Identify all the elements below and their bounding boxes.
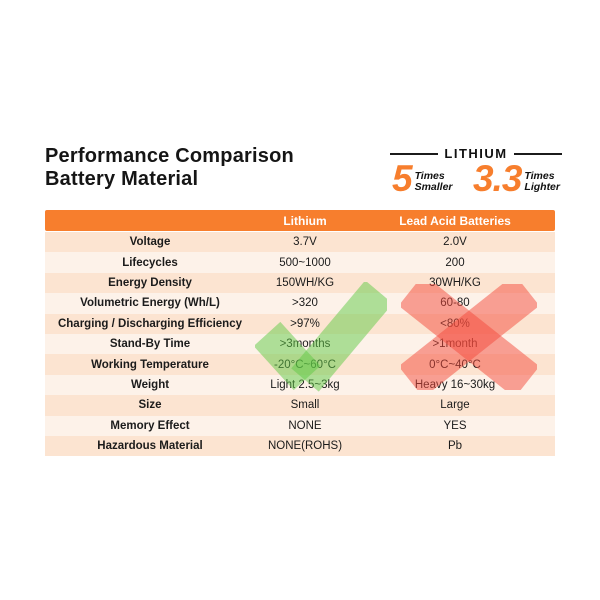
stat-value: 5 <box>392 158 413 199</box>
stat-unit: Times Lighter <box>524 170 560 193</box>
stat-value: 3.3 <box>472 158 522 199</box>
stat-times-lighter: 3.3 Times Lighter <box>472 158 560 199</box>
heading-rule-right <box>513 152 562 155</box>
label: Stand-By Time <box>109 338 191 351</box>
lithium-value: Light 2.5~3kg <box>270 378 340 391</box>
label: Memory Effect <box>110 419 190 432</box>
lead-acid-value: 0°C~40°C <box>429 358 481 371</box>
lead-acid-value: 200 <box>445 256 465 269</box>
table-row: Voltage 3.7V 2.0V <box>45 232 555 253</box>
table-row: Memory Effect NONE YES <box>45 415 555 436</box>
header-cell-lead-acid: Lead Acid Batteries <box>399 213 511 228</box>
lead-acid-value: Large <box>440 399 470 412</box>
stat-unit: Times Smaller <box>414 170 453 193</box>
lithium-value: 3.7V <box>293 236 317 249</box>
table-row: Volumetric Energy (Wh/L) >320 60-80 <box>45 293 555 314</box>
lithium-value: Small <box>290 399 320 412</box>
table-row: Lifecycles 500~1000 200 <box>45 252 555 273</box>
header-cell-lithium: Lithium <box>283 213 327 228</box>
lithium-value: 150WH/KG <box>275 276 335 289</box>
page-title: Performance Comparison Battery Material <box>45 145 294 191</box>
table-row: Energy Density 150WH/KG 30WH/KG <box>45 272 555 294</box>
comparison-table: Lithium Lead Acid Batteries Voltage 3.7V 2… <box>45 210 555 457</box>
lead-acid-value: Heavy 16~30kg <box>414 378 496 391</box>
label: Charging / Discharging Efficiency <box>57 317 243 330</box>
table-row: Charging / Discharging Efficiency >97% <80… <box>45 313 555 334</box>
lithium-badge: LITHIUM 5 Times Smaller 3.3 Times Lighte… <box>390 146 562 199</box>
lead-acid-value: >1month <box>432 338 478 351</box>
lithium-badge-heading: LITHIUM <box>390 146 562 161</box>
table-row: Hazardous Material NONE(ROHS) Pb <box>45 435 555 457</box>
label: Voltage <box>129 236 171 249</box>
lithium-badge-label: LITHIUM <box>444 146 508 161</box>
table-row: Stand-By Time >3months >1month <box>45 333 555 355</box>
stat-times-smaller: 5 Times Smaller <box>392 158 453 199</box>
lithium-value: NONE <box>288 419 322 432</box>
lithium-value: >97% <box>290 317 320 330</box>
heading-rule-left <box>390 152 439 155</box>
table-header-row: Lithium Lead Acid Batteries <box>45 210 555 231</box>
label: Size <box>138 399 162 412</box>
label: Lifecycles <box>122 256 178 269</box>
label: Energy Density <box>108 276 192 289</box>
label: Working Temperature <box>91 358 209 371</box>
lead-acid-value: YES <box>443 419 467 432</box>
lithium-value: >3months <box>279 338 331 351</box>
page-title-line2: Battery Material <box>45 168 199 190</box>
table-row: Size Small Large <box>45 395 555 416</box>
lead-acid-value: 2.0V <box>443 236 467 249</box>
table-row: Weight Light 2.5~3kg Heavy 16~30kg <box>45 374 555 396</box>
lithium-value: >320 <box>292 297 318 310</box>
lead-acid-value: Pb <box>447 440 463 453</box>
table-body: Voltage 3.7V 2.0V Lifecycles 500~1000 200 Ener… <box>45 232 555 457</box>
table-row: Working Temperature -20°C~60°C 0°C~40°C <box>45 354 555 375</box>
lithium-value: 500~1000 <box>279 256 331 269</box>
label: Weight <box>130 378 170 391</box>
lead-acid-value: 30WH/KG <box>429 276 481 289</box>
lead-acid-value: <80% <box>440 317 470 330</box>
label: Volumetric Energy (Wh/L) <box>80 297 220 310</box>
lithium-badge-stats: 5 Times Smaller 3.3 Times Lighter <box>390 158 562 199</box>
label: Hazardous Material <box>97 440 203 453</box>
page-title-line1: Performance Comparison <box>45 145 294 167</box>
lithium-value: NONE(ROHS) <box>267 440 343 453</box>
lead-acid-value: 60-80 <box>440 297 470 310</box>
lithium-value: -20°C~60°C <box>274 358 336 371</box>
